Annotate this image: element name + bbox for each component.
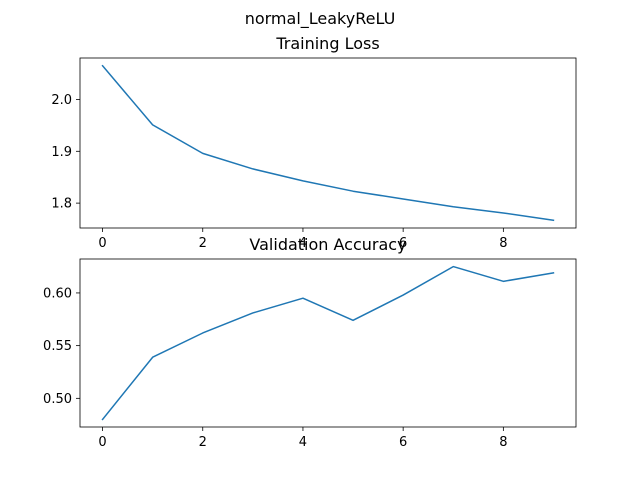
subplot-1: 0 2 4 6 8 1.8 1.9 2.0 Training Loss bbox=[51, 34, 577, 251]
subplot-title: Validation Accuracy bbox=[249, 235, 406, 254]
x-tick-label: 2 bbox=[199, 236, 207, 251]
subplot-2: 0 2 4 6 8 0.50 0.55 0.60 Validation Accuracy bbox=[43, 235, 577, 450]
x-tick-label: 4 bbox=[299, 435, 307, 450]
y-tick-label: 2.0 bbox=[51, 93, 72, 108]
subplots: 0 2 4 6 8 1.8 1.9 2.0 Training Loss 0 2 4 6 8 0.50 0.55… bbox=[43, 34, 577, 450]
series-line-1 bbox=[101, 265, 555, 421]
x-tick-label: 6 bbox=[399, 236, 407, 251]
x-tick-label: 4 bbox=[299, 236, 307, 251]
y-tick-label: 0.50 bbox=[43, 392, 72, 407]
y-tick-label: 0.55 bbox=[43, 339, 72, 354]
axes-frame bbox=[79, 258, 577, 428]
x-tick-label: 0 bbox=[98, 435, 106, 450]
subplot-title: Training Loss bbox=[275, 34, 379, 53]
x-tick-label: 2 bbox=[199, 435, 207, 450]
y-tick-label: 0.60 bbox=[43, 286, 72, 301]
axes-frame bbox=[79, 57, 577, 229]
figure-suptitle: normal_LeakyReLU bbox=[245, 9, 396, 29]
x-tick-label: 8 bbox=[499, 236, 507, 251]
series-line-1 bbox=[101, 64, 555, 222]
x-tick-label: 0 bbox=[98, 236, 106, 251]
x-tick-label: 6 bbox=[399, 435, 407, 450]
x-tick-label: 8 bbox=[499, 435, 507, 450]
y-tick-label: 1.9 bbox=[51, 145, 72, 160]
y-tick-label: 1.8 bbox=[51, 197, 72, 212]
